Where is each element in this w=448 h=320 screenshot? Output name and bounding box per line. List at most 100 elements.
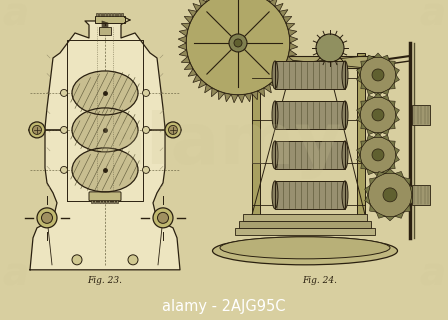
Polygon shape [224,93,231,102]
Polygon shape [357,75,362,83]
Circle shape [372,149,384,161]
Polygon shape [410,185,415,195]
Polygon shape [289,36,298,43]
Ellipse shape [153,208,173,228]
Polygon shape [258,88,264,97]
Polygon shape [286,23,295,29]
Circle shape [229,34,247,52]
Bar [275,101,345,129]
Bar [121,13,123,16]
Polygon shape [376,172,385,178]
Text: a: a [2,0,28,34]
Ellipse shape [37,208,57,228]
Bar [118,13,120,16]
Ellipse shape [60,166,68,173]
Polygon shape [178,43,186,50]
Polygon shape [404,204,410,212]
Bar [252,53,260,215]
Polygon shape [275,4,283,11]
Ellipse shape [72,71,138,115]
Polygon shape [367,169,374,175]
Polygon shape [205,0,212,2]
Bar [97,200,99,203]
Circle shape [316,34,344,62]
Polygon shape [389,141,395,147]
Bar [247,56,375,68]
Polygon shape [357,155,362,163]
Bar [116,200,118,203]
Polygon shape [178,36,186,43]
Ellipse shape [220,237,390,259]
Polygon shape [205,84,212,93]
Ellipse shape [142,126,150,133]
Circle shape [372,109,384,121]
Bar [275,181,345,209]
Ellipse shape [342,141,348,169]
Polygon shape [289,43,298,50]
Polygon shape [382,169,389,175]
Bar [102,200,104,203]
Polygon shape [231,94,238,103]
Polygon shape [245,93,251,102]
Polygon shape [270,0,278,6]
Polygon shape [404,178,410,185]
Ellipse shape [272,101,278,129]
Polygon shape [367,129,374,135]
Polygon shape [288,29,297,36]
Ellipse shape [60,89,68,96]
Ellipse shape [165,122,181,138]
Polygon shape [385,169,395,173]
Circle shape [234,39,242,47]
Polygon shape [389,163,395,169]
Bar [275,61,345,89]
Polygon shape [181,56,190,63]
Polygon shape [374,53,382,57]
Bar [96,13,98,16]
Ellipse shape [42,212,52,223]
Polygon shape [389,61,395,67]
Polygon shape [382,95,389,101]
Polygon shape [367,55,374,61]
Bar [275,181,345,209]
Text: a: a [419,0,445,34]
Ellipse shape [142,166,150,173]
Polygon shape [264,0,271,2]
Bar [102,13,103,16]
Bar [412,105,430,125]
Bar [111,200,112,203]
Polygon shape [188,69,197,76]
Ellipse shape [29,122,45,138]
Polygon shape [211,88,218,97]
Polygon shape [357,107,362,115]
Polygon shape [275,75,283,83]
Polygon shape [357,67,362,75]
Polygon shape [357,147,362,155]
Polygon shape [376,212,385,218]
Bar [275,61,345,89]
Polygon shape [382,55,389,61]
Ellipse shape [128,255,138,265]
Polygon shape [251,91,258,100]
Polygon shape [395,172,404,178]
Ellipse shape [272,61,278,89]
Polygon shape [361,61,367,67]
Polygon shape [374,92,382,97]
Text: a: a [2,256,28,294]
Polygon shape [286,56,295,63]
Polygon shape [367,135,374,141]
Ellipse shape [72,255,82,265]
Text: Fig. 24.: Fig. 24. [302,276,337,285]
Bar [113,13,115,16]
Bar [95,16,125,23]
Polygon shape [288,50,297,56]
Polygon shape [283,63,292,69]
Polygon shape [382,135,389,141]
Polygon shape [410,195,415,204]
Polygon shape [367,95,374,101]
Polygon shape [382,89,389,95]
Polygon shape [394,115,400,123]
Polygon shape [179,29,188,36]
Polygon shape [188,10,197,17]
Ellipse shape [212,237,397,265]
Bar [107,13,109,16]
